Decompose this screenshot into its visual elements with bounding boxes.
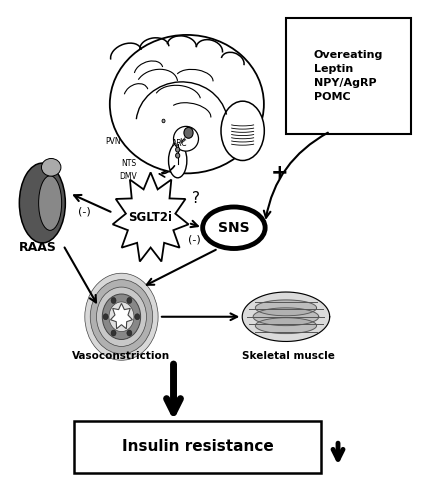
Text: Overeating
Leptin
NPY/AgRP
POMC: Overeating Leptin NPY/AgRP POMC bbox=[314, 50, 383, 102]
Circle shape bbox=[176, 153, 180, 158]
Ellipse shape bbox=[221, 101, 264, 160]
Circle shape bbox=[103, 314, 108, 320]
Polygon shape bbox=[242, 292, 330, 342]
Polygon shape bbox=[255, 300, 316, 316]
Circle shape bbox=[111, 298, 116, 304]
Ellipse shape bbox=[168, 143, 187, 178]
Text: PVN: PVN bbox=[105, 136, 120, 145]
Circle shape bbox=[109, 302, 134, 332]
Text: ARC: ARC bbox=[171, 139, 187, 148]
Text: +: + bbox=[271, 164, 289, 184]
Text: (-): (-) bbox=[188, 234, 201, 244]
Circle shape bbox=[162, 119, 165, 122]
Circle shape bbox=[97, 287, 146, 346]
Polygon shape bbox=[113, 172, 189, 262]
Circle shape bbox=[176, 147, 180, 152]
Circle shape bbox=[85, 273, 158, 360]
Ellipse shape bbox=[41, 158, 61, 176]
Text: SGLT2i: SGLT2i bbox=[129, 212, 173, 224]
Text: Insulin resistance: Insulin resistance bbox=[122, 439, 273, 454]
Ellipse shape bbox=[110, 35, 264, 173]
Text: NTS: NTS bbox=[122, 159, 137, 168]
Polygon shape bbox=[255, 318, 316, 334]
Circle shape bbox=[127, 330, 132, 336]
Text: Skeletal muscle: Skeletal muscle bbox=[242, 352, 335, 362]
Text: (-): (-) bbox=[78, 206, 90, 216]
Text: RAAS: RAAS bbox=[19, 241, 57, 254]
Circle shape bbox=[111, 330, 116, 336]
Circle shape bbox=[184, 128, 193, 138]
Ellipse shape bbox=[39, 176, 62, 231]
Ellipse shape bbox=[173, 126, 198, 151]
Polygon shape bbox=[111, 304, 133, 329]
Text: SNS: SNS bbox=[218, 221, 250, 235]
Text: Vasoconstriction: Vasoconstriction bbox=[73, 352, 170, 362]
FancyBboxPatch shape bbox=[286, 18, 411, 134]
Circle shape bbox=[102, 294, 141, 340]
Circle shape bbox=[90, 280, 153, 354]
Text: ?: ? bbox=[192, 190, 200, 206]
Ellipse shape bbox=[203, 207, 265, 248]
Circle shape bbox=[127, 298, 132, 304]
Polygon shape bbox=[253, 308, 319, 326]
Circle shape bbox=[135, 314, 140, 320]
Text: DMV: DMV bbox=[119, 172, 137, 182]
FancyBboxPatch shape bbox=[73, 420, 322, 472]
Ellipse shape bbox=[19, 163, 65, 243]
